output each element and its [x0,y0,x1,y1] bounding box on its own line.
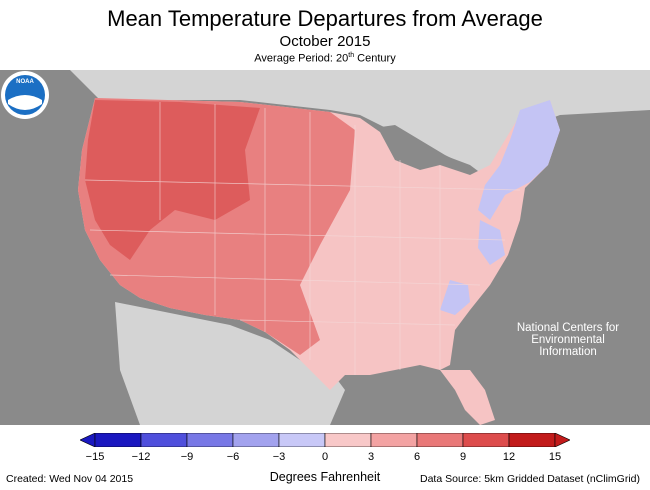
ncei-label-line1: National Centers for [516,322,620,334]
average-period-suffix: Century [354,52,396,65]
temperature-map: NOAA [0,70,650,425]
ncei-label-line3: Information [539,346,597,358]
average-period-prefix: Average Period: 20 [254,52,349,65]
legend-tick-label: −15 [85,451,105,463]
created-date: Created: Wed Nov 04 2015 [6,473,134,485]
color-legend-bar [80,433,570,447]
ncei-label-line2: Environmental [531,334,605,346]
legend-swatch [94,433,142,447]
legend-tick-label: 3 [367,451,375,463]
ncei-label: National Centers for Environmental Infor… [512,322,624,358]
legend-arrow-low [80,433,96,447]
legend-swatch [370,433,418,447]
data-source: Data Source: 5km Gridded Dataset (nClimG… [420,473,640,485]
cool-appalachia [440,280,470,315]
cool-mid-atlantic [478,220,505,265]
legend-swatch [324,433,372,447]
state-boundaries [84,102,521,375]
legend-tick-label: 12 [502,451,516,463]
legend-swatch [140,433,188,447]
legend-tick-label: 9 [459,451,467,463]
legend-swatch [416,433,464,447]
cool-northeast [478,100,560,220]
legend-tick-label: 0 [321,451,329,463]
great-lakes [360,125,475,178]
map-canvas [70,70,650,425]
noaa-logo-text: NOAA [16,79,34,85]
legend-tick-label: 15 [548,451,562,463]
warm-strong-region [85,100,260,260]
noaa-logo: NOAA [1,71,49,119]
legend-tick-label: −12 [131,451,151,463]
legend-tick-label: −6 [226,451,240,463]
map-title: Mean Temperature Departures from Average [107,6,543,31]
florida-land [440,370,495,425]
legend-tick-label: −9 [180,451,194,463]
average-period: Average Period: 20th Century [0,52,650,65]
legend-tick-label: −3 [272,451,286,463]
legend-swatch [462,433,510,447]
legend-swatch [186,433,234,447]
legend-swatch [508,433,556,447]
mexico-land [115,302,345,425]
legend-arrow-high [554,433,570,447]
legend-swatch [278,433,326,447]
map-subtitle: October 2015 [279,33,371,50]
legend-swatch [232,433,280,447]
legend-tick-label: 6 [413,451,421,463]
legend-unit-label: Degrees Fahrenheit [269,470,381,484]
average-period-sup: th [348,52,355,59]
